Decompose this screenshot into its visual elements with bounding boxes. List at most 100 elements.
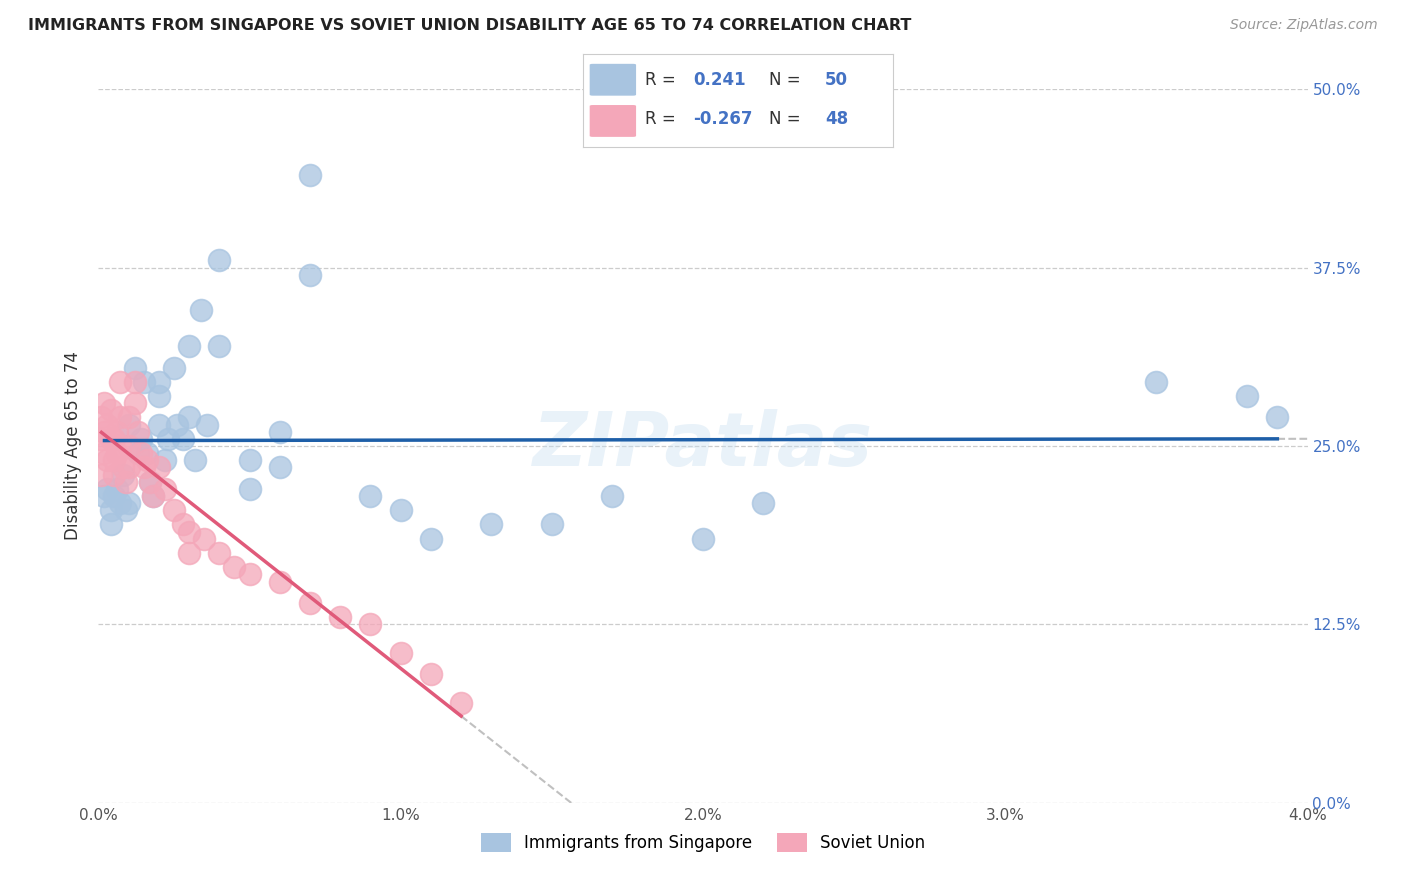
Point <box>124 375 146 389</box>
Point <box>118 417 141 432</box>
Point <box>208 253 231 268</box>
Point <box>105 482 128 496</box>
Point <box>148 375 170 389</box>
Point <box>148 417 170 432</box>
Point <box>124 396 146 410</box>
Point <box>108 375 131 389</box>
Point <box>195 417 218 432</box>
Point <box>139 475 162 489</box>
Point <box>135 453 157 467</box>
Point <box>118 410 141 425</box>
Point <box>111 460 134 475</box>
Point <box>224 560 246 574</box>
Point <box>114 475 136 489</box>
Point <box>389 646 412 660</box>
Point <box>163 503 186 517</box>
Text: IMMIGRANTS FROM SINGAPORE VS SOVIET UNION DISABILITY AGE 65 TO 74 CORRELATION CH: IMMIGRANTS FROM SINGAPORE VS SOVIET UNIO… <box>28 18 911 33</box>
Point <box>132 375 155 389</box>
Text: Source: ZipAtlas.com: Source: ZipAtlas.com <box>1230 18 1378 32</box>
Point <box>103 467 125 482</box>
Point <box>208 546 231 560</box>
Point <box>108 410 131 425</box>
Y-axis label: Disability Age 65 to 74: Disability Age 65 to 74 <box>65 351 83 541</box>
Point <box>148 389 170 403</box>
Point <box>1267 410 1289 425</box>
Point <box>540 517 562 532</box>
Point <box>103 453 125 467</box>
Point <box>179 339 201 353</box>
Point <box>124 360 146 375</box>
Point <box>360 489 382 503</box>
Text: 0.241: 0.241 <box>693 70 747 88</box>
Point <box>90 432 112 446</box>
Point <box>142 489 165 503</box>
Point <box>420 667 443 681</box>
Point <box>190 303 212 318</box>
Point <box>239 567 262 582</box>
Point <box>1236 389 1258 403</box>
Point <box>450 696 472 710</box>
Point <box>108 439 131 453</box>
Point <box>100 503 122 517</box>
Text: -0.267: -0.267 <box>693 110 752 128</box>
Text: N =: N = <box>769 70 806 88</box>
Point <box>129 432 152 446</box>
Text: 48: 48 <box>825 110 848 128</box>
Point <box>1146 375 1168 389</box>
Point <box>239 453 262 467</box>
Point <box>148 460 170 475</box>
Point <box>239 482 262 496</box>
Text: N =: N = <box>769 110 806 128</box>
Point <box>132 460 155 475</box>
Point <box>118 460 141 475</box>
Point <box>153 453 176 467</box>
Point <box>179 410 201 425</box>
Point <box>93 396 115 410</box>
Point <box>481 517 503 532</box>
Point <box>172 432 194 446</box>
Point <box>299 596 322 610</box>
Point <box>179 546 201 560</box>
Point <box>93 446 115 460</box>
Point <box>139 475 162 489</box>
Point <box>163 360 186 375</box>
Point <box>752 496 775 510</box>
Point <box>172 517 194 532</box>
Point <box>118 439 141 453</box>
Point <box>93 425 115 439</box>
Point <box>142 489 165 503</box>
Point <box>299 268 322 282</box>
Point <box>105 446 128 460</box>
Point <box>108 496 131 510</box>
Point <box>96 417 118 432</box>
Point <box>100 403 122 417</box>
Point <box>166 417 188 432</box>
Point <box>103 489 125 503</box>
Point <box>360 617 382 632</box>
Text: R =: R = <box>645 70 682 88</box>
Point <box>90 410 112 425</box>
Point <box>135 446 157 460</box>
Point <box>602 489 624 503</box>
Point <box>90 467 112 482</box>
Point <box>420 532 443 546</box>
Point <box>193 532 215 546</box>
Point <box>100 517 122 532</box>
Text: 50: 50 <box>825 70 848 88</box>
Point <box>96 453 118 467</box>
Point <box>111 467 134 482</box>
Point <box>118 496 141 510</box>
Legend: Immigrants from Singapore, Soviet Union: Immigrants from Singapore, Soviet Union <box>474 826 932 859</box>
Point <box>208 339 231 353</box>
Point <box>114 503 136 517</box>
Point <box>269 460 291 475</box>
Point <box>127 425 149 439</box>
Point <box>129 446 152 460</box>
Point <box>96 482 118 496</box>
Point <box>127 446 149 460</box>
FancyBboxPatch shape <box>589 64 636 95</box>
Text: R =: R = <box>645 110 682 128</box>
Point <box>389 503 412 517</box>
Point <box>692 532 714 546</box>
Point <box>153 482 176 496</box>
